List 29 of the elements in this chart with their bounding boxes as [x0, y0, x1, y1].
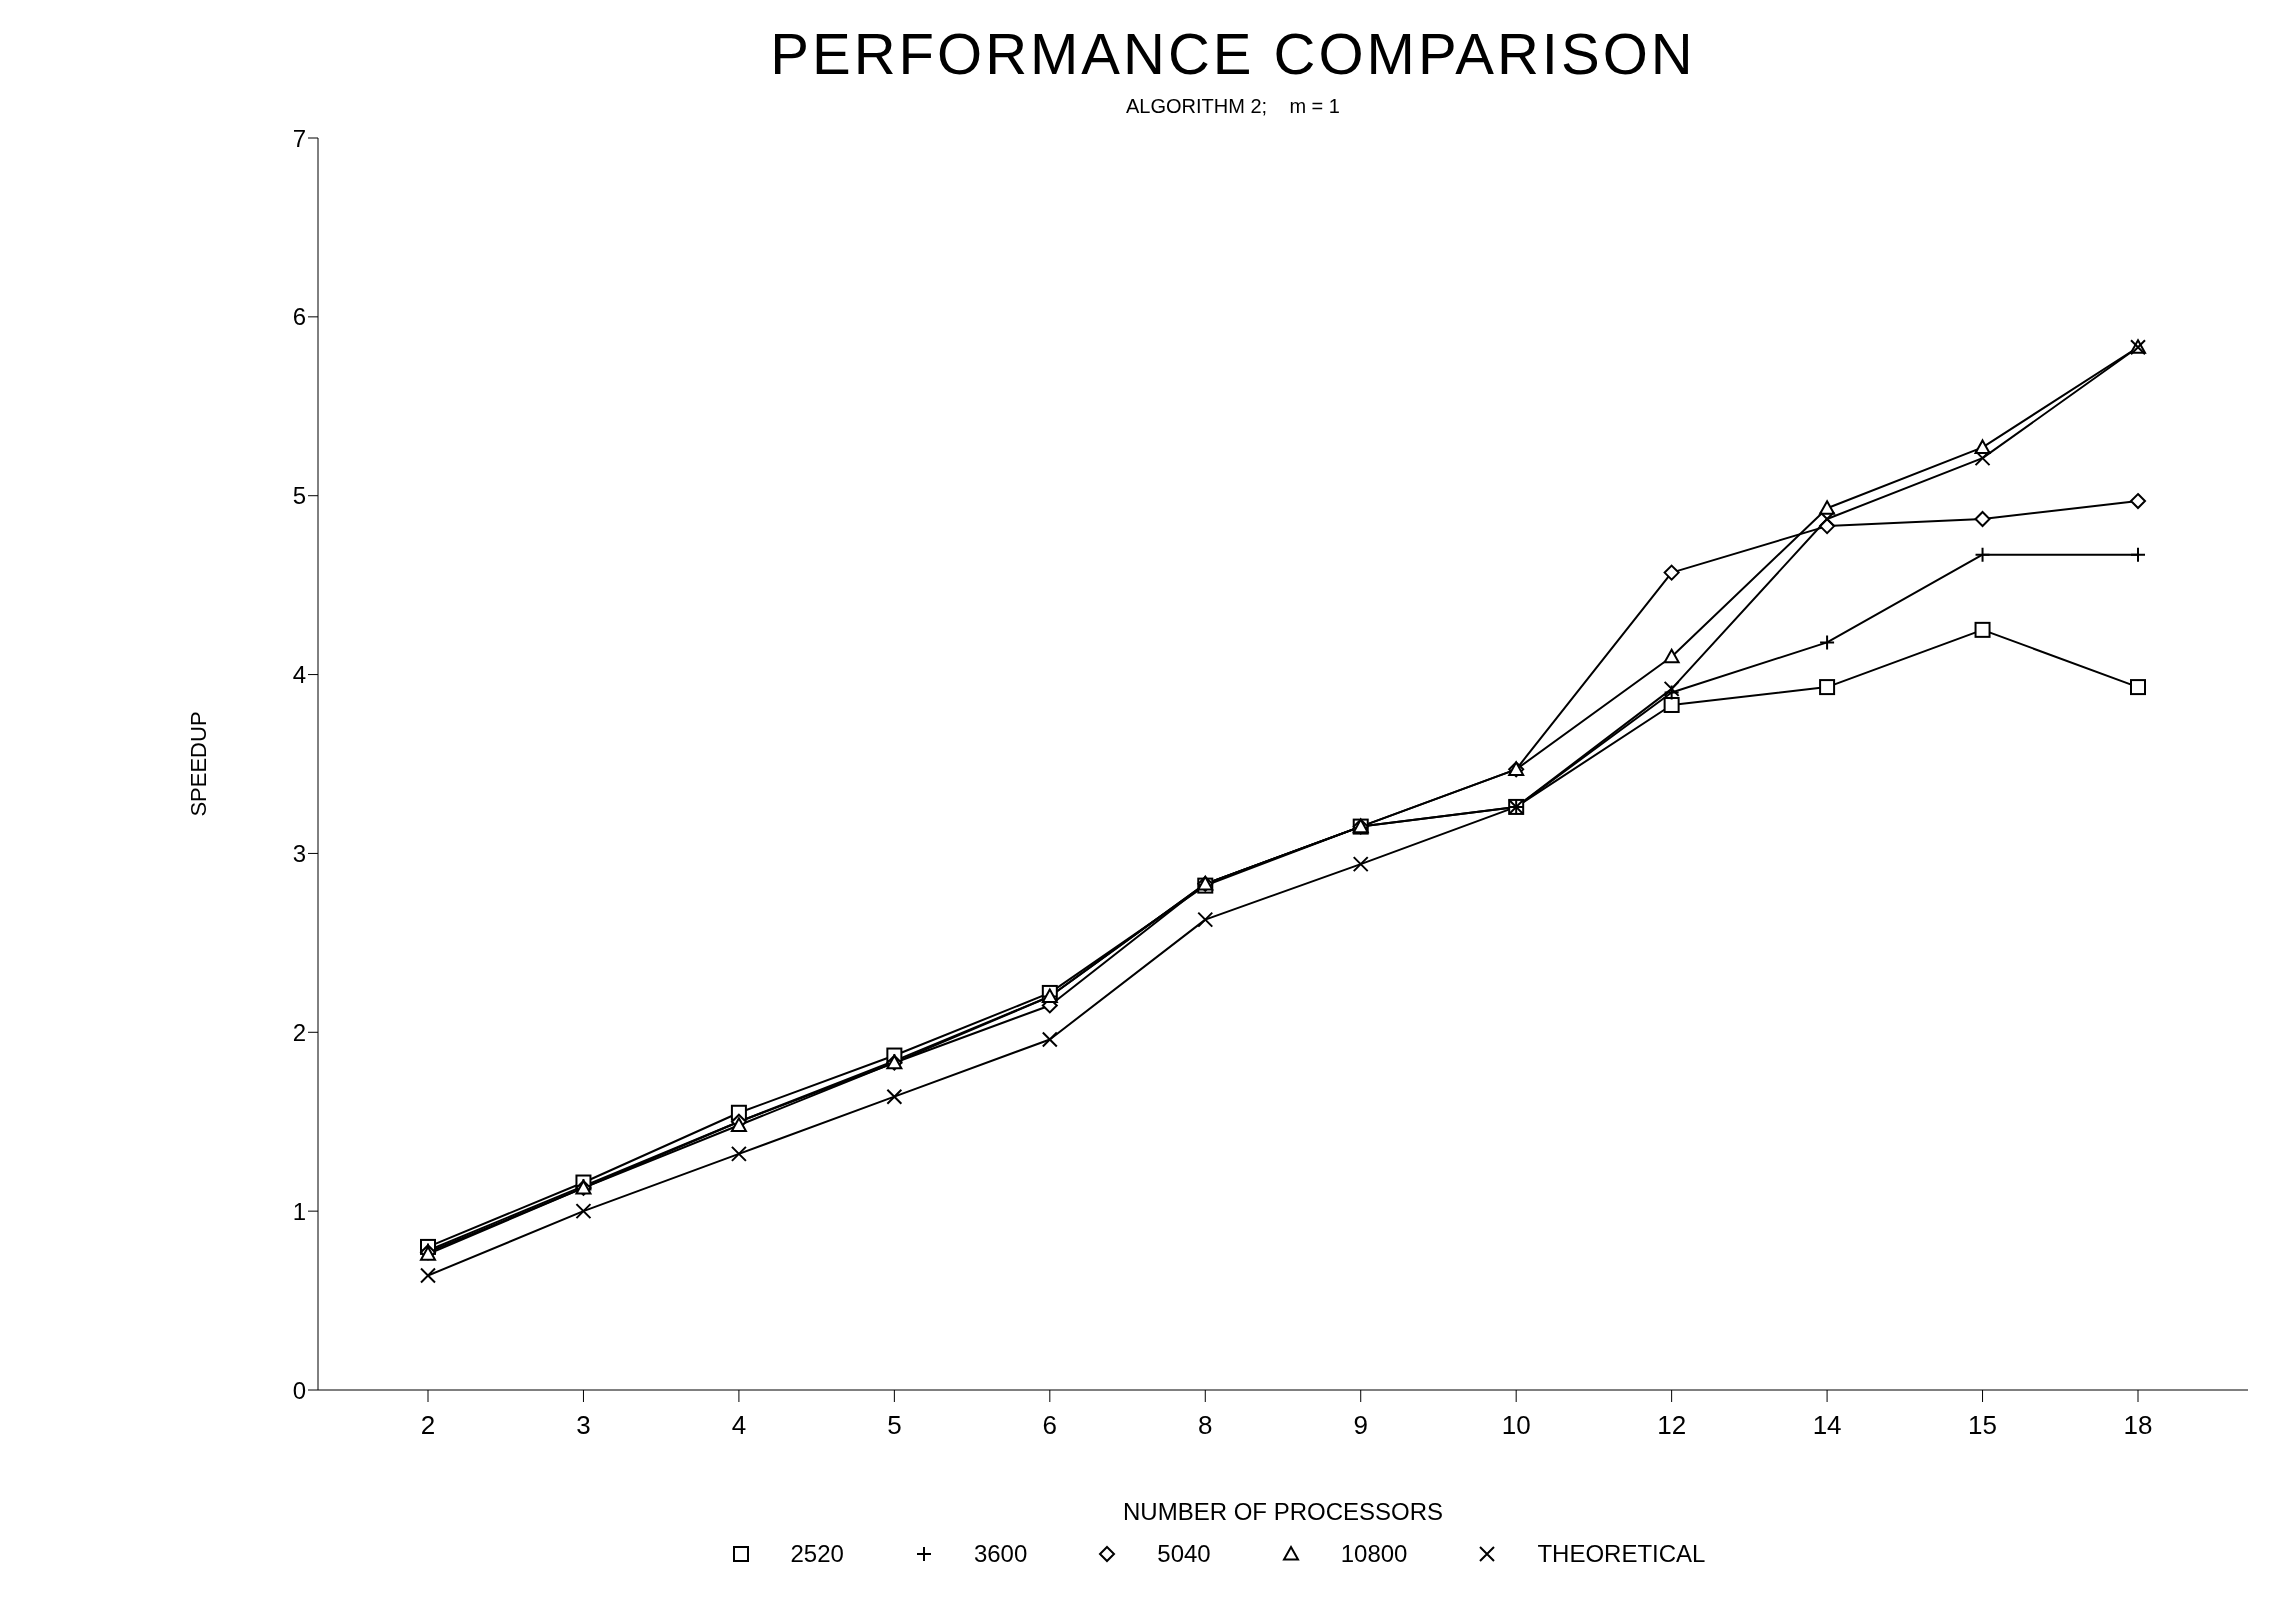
legend-label: 5040 [1157, 1540, 1211, 1568]
y-tick-label: 5 [292, 482, 306, 510]
x-tick-label: 4 [731, 1410, 747, 1441]
x-tick-label: 18 [2123, 1410, 2153, 1441]
chart-title: PERFORMANCE COMPARISON [769, 20, 1697, 87]
legend-label: THEORETICAL [1537, 1540, 1706, 1568]
y-tick-label: 4 [292, 661, 306, 689]
legend-label: 3600 [973, 1540, 1028, 1568]
y-tick-label: 3 [292, 839, 306, 867]
chart-subtitle: ALGORITHM 2; m = 1 [1125, 95, 1341, 118]
y-tick-label: 0 [292, 1376, 306, 1404]
y-tick-label: 2 [292, 1018, 306, 1046]
y-axis-title: SPEEDUP [185, 711, 211, 817]
x-tick-label: 9 [1353, 1410, 1368, 1441]
y-tick-label: 1 [292, 1197, 306, 1225]
x-tick-label: 5 [887, 1410, 902, 1441]
x-tick-label: 10 [1501, 1410, 1531, 1441]
y-tick-label: 7 [292, 124, 306, 152]
legend-label: 2520 [790, 1540, 844, 1568]
legend-label: 10800 [1340, 1540, 1408, 1568]
x-tick-label: 14 [1812, 1410, 1842, 1441]
x-tick-label: 3 [576, 1410, 591, 1441]
x-tick-label: 15 [1968, 1410, 1998, 1441]
x-tick-label: 8 [1198, 1410, 1213, 1441]
x-axis-title: NUMBER OF PROCESSORS [1122, 1498, 1444, 1525]
x-tick-label: 6 [1042, 1410, 1058, 1441]
x-tick-label: 12 [1657, 1410, 1687, 1441]
x-tick-label: 2 [420, 1410, 436, 1441]
y-tick-label: 6 [292, 303, 306, 331]
